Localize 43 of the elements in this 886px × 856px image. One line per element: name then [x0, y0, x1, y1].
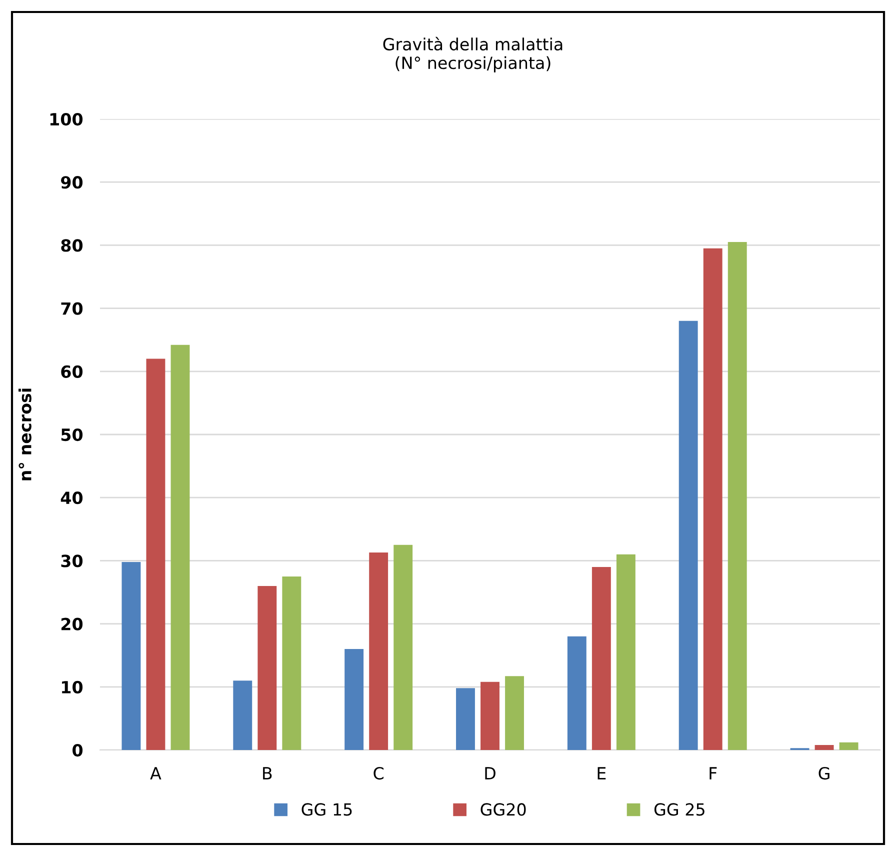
y-tick-label: 0: [72, 744, 83, 757]
bar: [480, 682, 500, 750]
bar: [344, 649, 364, 750]
bar: [616, 554, 636, 750]
bar: [233, 680, 252, 750]
legend-label: GG 25: [654, 803, 704, 816]
y-tick-label: 50: [61, 428, 83, 442]
bar: [567, 636, 586, 750]
bar: [505, 676, 524, 750]
bar: [122, 562, 141, 750]
x-tick-label: A: [150, 767, 162, 780]
bar: [394, 544, 413, 750]
bar: [369, 552, 388, 750]
y-tick-label: 40: [60, 492, 83, 504]
bar: [146, 358, 166, 750]
bar: [728, 242, 747, 750]
y-tick-label: 30: [61, 554, 83, 568]
bar: [703, 248, 722, 750]
bar: [282, 576, 302, 750]
x-tick-label: B: [263, 767, 272, 780]
legend-label: GG20: [480, 803, 526, 816]
y-tick-label: 80: [61, 239, 83, 252]
y-tick-label: 20: [61, 618, 83, 630]
x-tick-label: F: [710, 767, 717, 780]
chart-title: Gravità della malattia (N° necrosi/pianta): [383, 36, 562, 72]
y-tick-label: 100: [50, 112, 83, 126]
y-tick-label: 90: [61, 176, 83, 189]
x-tick-label: E: [598, 767, 606, 780]
bar: [170, 344, 190, 750]
bar: [258, 586, 277, 750]
bar: [839, 742, 858, 750]
y-tick-label: 70: [61, 302, 83, 315]
y-tick-label: 10: [62, 680, 83, 694]
legend-label: GG 15: [302, 803, 352, 816]
x-tick-label: C: [374, 766, 384, 780]
bar: [814, 744, 834, 750]
bar: [592, 567, 611, 750]
y-tick-label: 60: [61, 365, 83, 378]
bar: [456, 688, 475, 750]
x-tick-label: G: [818, 766, 830, 780]
y-axis-title: n° necrosi: [18, 388, 32, 480]
bar: [678, 320, 698, 750]
x-tick-label: D: [485, 767, 496, 780]
